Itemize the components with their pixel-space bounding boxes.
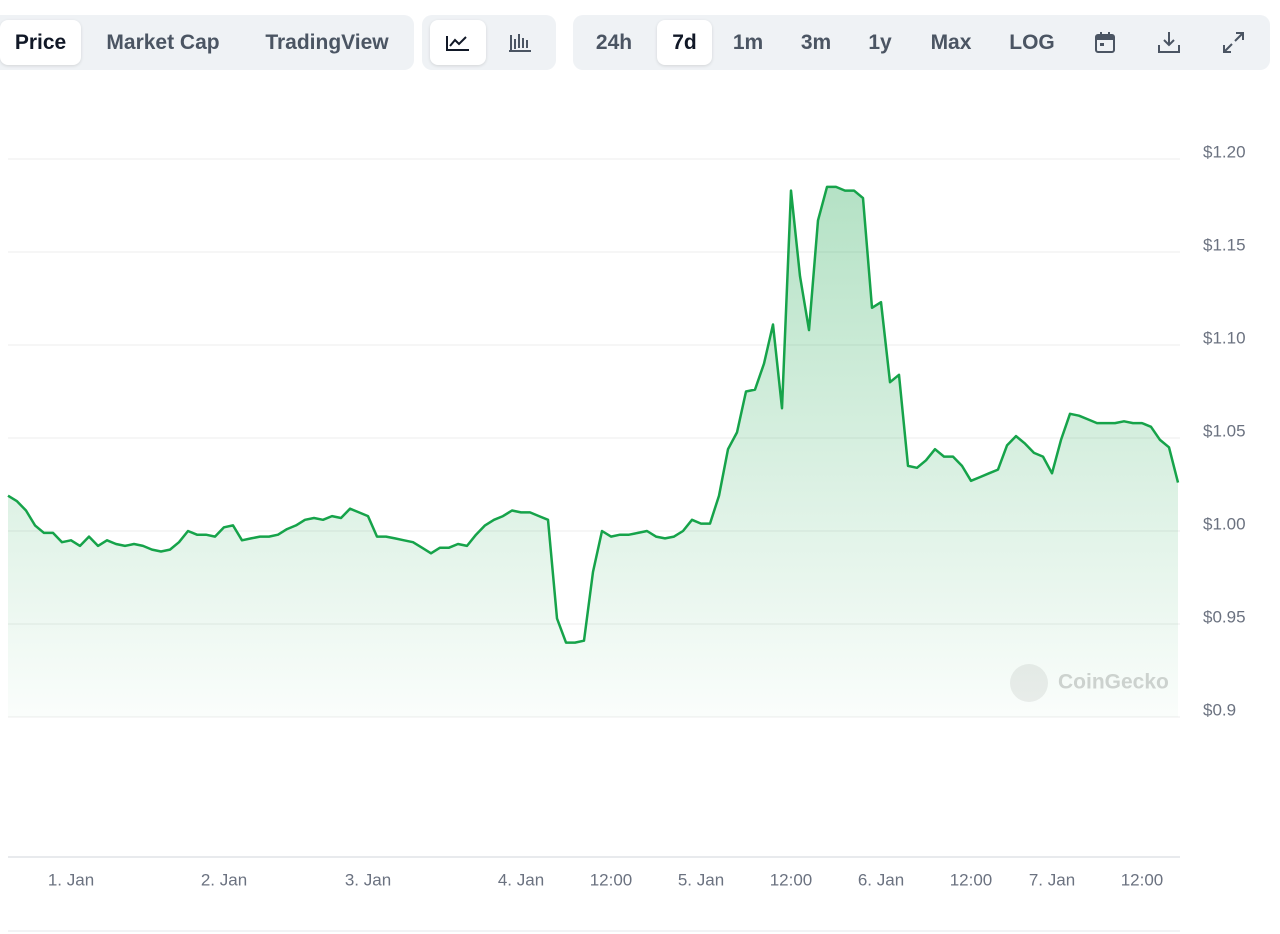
calendar-icon[interactable]: [1093, 30, 1119, 56]
range-button[interactable]: 24h: [595, 31, 633, 54]
view-button[interactable]: Price: [0, 20, 81, 65]
x-tick-label: 6. Jan: [858, 870, 904, 889]
download-icon[interactable]: [1157, 30, 1183, 56]
range-button[interactable]: 7d: [657, 20, 712, 65]
view-button[interactable]: TradingView: [265, 31, 389, 54]
x-tick-label: 5. Jan: [678, 870, 724, 889]
range-button[interactable]: LOG: [1009, 31, 1055, 54]
x-tick-label: 3. Jan: [345, 870, 391, 889]
y-tick-label: $1.15: [1203, 235, 1246, 254]
line-icon: [446, 36, 469, 51]
candle-chart-button[interactable]: [494, 20, 550, 65]
range-button[interactable]: 1y: [868, 31, 892, 54]
line-chart-button[interactable]: [430, 20, 486, 65]
fullscreen-icon[interactable]: [1221, 30, 1247, 56]
y-tick-label: $1.20: [1203, 142, 1246, 161]
chart-style-group: [422, 15, 556, 70]
x-tick-label: 4. Jan: [498, 870, 544, 889]
price-line: [7, 185, 1180, 644]
view-button[interactable]: Market Cap: [106, 31, 220, 54]
x-tick-label: 2. Jan: [201, 870, 247, 889]
range-button[interactable]: Max: [930, 31, 972, 54]
x-tick-label: 12:00: [770, 870, 813, 889]
watermark: CoinGecko: [1058, 671, 1169, 694]
candle-icon: [509, 34, 531, 52]
range-button[interactable]: 3m: [800, 31, 832, 54]
view-group: Price Market Cap TradingView: [0, 15, 414, 70]
range-group: 24h 7d 1m 3m 1y Max LOG: [573, 15, 1270, 70]
x-tick-label: 1. Jan: [48, 870, 94, 889]
x-tick-label: 7. Jan: [1029, 870, 1075, 889]
y-tick-label: $1.05: [1203, 421, 1246, 440]
y-tick-label: $1.00: [1203, 514, 1246, 533]
price-area: [8, 186, 1178, 717]
watermark-logo: [1010, 664, 1048, 702]
range-button[interactable]: 1m: [732, 31, 764, 54]
x-tick-label: 12:00: [590, 870, 633, 889]
x-tick-label: 12:00: [1121, 870, 1164, 889]
x-tick-label: 12:00: [950, 870, 993, 889]
y-tick-label: $0.9: [1203, 700, 1236, 719]
y-tick-label: $1.10: [1203, 328, 1246, 347]
y-tick-label: $0.95: [1203, 607, 1246, 626]
